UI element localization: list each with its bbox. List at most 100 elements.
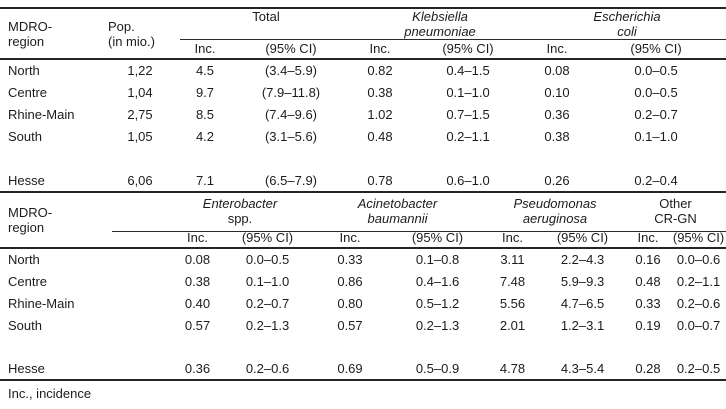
value-cell: (7.4–9.6) — [264, 106, 318, 122]
region-cell: North — [8, 63, 40, 78]
value-cell: 0.40 — [184, 295, 211, 311]
subheader-ci: (95% CI) — [671, 228, 726, 249]
subheader-ci: (95% CI) — [540, 228, 625, 249]
value-cell: 4.3–5.4 — [540, 358, 625, 381]
value-cell: 0.28 — [625, 358, 671, 381]
value-cell — [170, 336, 225, 358]
value-cell: 5.56 — [499, 295, 526, 311]
mdro-table-bottom: MDRO- region Enterobacter spp. Acinetoba… — [0, 191, 726, 381]
subheader-row: Inc. (95% CI) Inc. (95% CI) Inc. (95% CI… — [0, 228, 726, 249]
value-cell: 0.57 — [184, 317, 211, 333]
subheader-inc: Inc. — [310, 228, 390, 249]
value-cell: 0.0–0.6 — [676, 252, 721, 267]
region-cell: North — [8, 252, 40, 267]
value-cell: 0.4–1.5 — [446, 63, 490, 78]
group-header-row: MDRO- region Enterobacter spp. Acinetoba… — [0, 192, 726, 249]
value-cell: 0.69 — [310, 358, 390, 381]
value-cell — [528, 147, 586, 169]
value-cell: (3.4–5.9) — [264, 63, 318, 78]
table-row: Hesse 0.36 0.2–0.6 0.69 0.5–0.9 4.78 4.3–5.4 0.… — [0, 358, 726, 381]
group-name-line2: aeruginosa — [522, 210, 588, 226]
group-name-line2: baumannii — [367, 210, 428, 226]
value-cell: 0.5–1.2 — [415, 295, 460, 311]
group-name-line2: coli — [617, 24, 637, 39]
header-line: MDRO- — [8, 205, 53, 220]
group-name: Pseudomonas — [513, 195, 597, 211]
value-cell — [230, 147, 352, 169]
table-row: Rhine-Main 2,75 8.5 (7.4–9.6) 1.02 0.7–1.5 0.3… — [0, 103, 726, 125]
table-row: North 0.08 0.0–0.5 0.33 0.1–0.8 3.11 2.2–4.3 0.… — [0, 248, 726, 270]
value-cell — [352, 147, 408, 169]
region-cell — [0, 336, 170, 358]
value-cell: 0.2–0.5 — [671, 358, 726, 381]
value-cell: 0.6–1.0 — [446, 172, 490, 188]
value-cell: 7.1 — [195, 172, 215, 188]
value-cell: 4.2 — [195, 128, 215, 144]
value-cell: 0.2–0.6 — [225, 358, 310, 381]
subheader-row: Inc. (95% CI) Inc. (95% CI) Inc. (95% CI… — [0, 39, 726, 60]
value-cell: 0.26 — [544, 172, 570, 188]
value-cell: 0.5–0.9 — [390, 358, 485, 381]
subheader-ci: (95% CI) — [586, 39, 726, 60]
value-cell: 4.7–6.5 — [560, 295, 605, 311]
region-cell — [0, 147, 100, 169]
value-cell: 0.2–0.7 — [634, 106, 678, 122]
table-row: Centre 1,04 9.7 (7.9–11.8) 0.38 0.1–1.0 0.10 0.… — [0, 81, 726, 103]
table-row: North 1,22 4.5 (3.4–5.9) 0.82 0.4–1.5 0.08 0.0–… — [0, 59, 726, 81]
value-cell: 0.38 — [367, 84, 393, 100]
table2-group-underline — [112, 231, 726, 232]
value-cell: 1.02 — [367, 106, 393, 122]
value-cell: 0.2–1.1 — [446, 128, 490, 144]
value-cell: 0.80 — [337, 295, 363, 311]
group-name: Escherichia — [593, 9, 661, 24]
value-cell: 7.48 — [499, 273, 526, 289]
value-cell: 0.1–1.0 — [446, 84, 490, 100]
region-cell: Hesse — [8, 172, 45, 188]
table-footnote: Inc., incidence — [8, 386, 92, 401]
subheader-inc: Inc. — [352, 39, 408, 60]
value-cell: 0.2–1.3 — [415, 317, 460, 333]
header-line: region — [8, 33, 45, 49]
table-row: Centre 0.38 0.1–1.0 0.86 0.4–1.6 7.48 5.9–9.3 0… — [0, 270, 726, 292]
group-header-row: MDRO- region Pop. (in mio.) Total Klebsi… — [0, 8, 726, 60]
value-cell: 5.9–9.3 — [560, 273, 605, 289]
subheader-inc: Inc. — [528, 39, 586, 60]
value-cell: 0.2–1.3 — [245, 317, 290, 333]
value-cell: 0.1–0.8 — [415, 252, 460, 267]
value-cell — [540, 336, 625, 358]
subheader-ci: (95% CI) — [390, 228, 485, 249]
subheader-ci: (95% CI) — [408, 39, 528, 60]
group-name-line2 — [180, 24, 352, 39]
table-row: South 0.57 0.2–1.3 0.57 0.2–1.3 2.01 1.2–3.1 0.… — [0, 314, 726, 336]
table-row: Hesse 6,06 7.1 (6.5–7.9) 0.78 0.6–1.0 0.26 0.2–… — [0, 169, 726, 191]
spacer-row — [0, 336, 726, 358]
region-cell: South — [8, 317, 42, 333]
value-cell: (6.5–7.9) — [264, 172, 318, 188]
mdro-table-top: MDRO- region Pop. (in mio.) Total Klebsi… — [0, 7, 726, 191]
table-row: South 1,05 4.2 (3.1–5.6) 0.48 0.2–1.1 0.38 0.1–… — [0, 125, 726, 147]
subheader-inc: Inc. — [180, 39, 230, 60]
column-header-population: Pop. (in mio.) — [100, 8, 180, 60]
group-header-total: Total — [180, 8, 352, 39]
group-name-line2: CR-GN — [654, 210, 697, 226]
value-cell: 3.11 — [500, 252, 525, 267]
value-cell: 0.2–0.7 — [245, 295, 290, 311]
group-header-escherichia-coli: Escherichia coli — [528, 8, 726, 39]
value-cell: 9.7 — [195, 84, 215, 100]
value-cell: 8.5 — [195, 106, 215, 122]
group-header-acinetobacter-baumannii: Acinetobacter baumannii — [310, 192, 485, 228]
value-cell: 0.2–0.6 — [676, 295, 721, 311]
value-cell: 1,22 — [127, 63, 153, 78]
region-cell: Rhine-Main — [8, 295, 75, 311]
region-cell: Hesse — [0, 358, 170, 381]
value-cell: 0.2–1.1 — [676, 273, 721, 289]
value-cell — [100, 147, 180, 169]
value-cell: 0.1–1.0 — [634, 128, 678, 144]
value-cell: 0.48 — [367, 128, 393, 144]
value-cell — [485, 336, 540, 358]
value-cell: 6,06 — [127, 172, 153, 188]
value-cell: 0.36 — [170, 358, 225, 381]
value-cell: 1.2–3.1 — [560, 317, 605, 333]
value-cell: 0.38 — [544, 128, 570, 144]
value-cell — [225, 336, 310, 358]
